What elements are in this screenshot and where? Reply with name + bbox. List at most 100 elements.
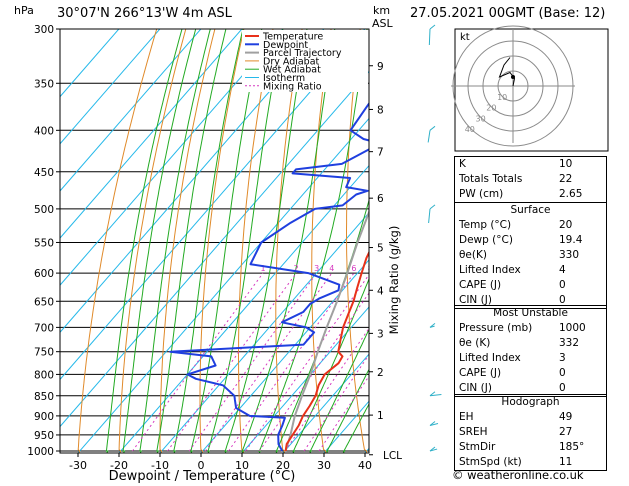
legend-box xyxy=(242,30,368,92)
surface-label: Dewp (°C) xyxy=(459,234,513,246)
totals-row: Totals Totals 22 xyxy=(455,172,606,187)
hodo-label: StmSpd (kt) xyxy=(459,456,522,468)
hodograph-frame xyxy=(454,28,609,152)
mixing-ratio-line xyxy=(303,353,369,452)
legend-label: Dry Adiabat xyxy=(263,56,320,67)
pressure-tick-label: 900 xyxy=(34,411,54,423)
pressure-tick-label: 550 xyxy=(34,237,54,249)
hodo-label: EH xyxy=(459,411,474,423)
legend-label: Mixing Ratio xyxy=(263,81,322,92)
wind-barb-flag xyxy=(429,204,436,210)
surface-label: θe(K) xyxy=(459,249,487,261)
mu-row: CIN (J) 0 xyxy=(455,381,606,396)
km-tick-label: 8 xyxy=(377,104,384,116)
hodograph-ring-label: 40 xyxy=(465,125,475,134)
x-axis-title: Dewpoint / Temperature (°C) xyxy=(109,469,296,484)
hodograph-stats-table: Hodograph EH 49 SREH 27 StmDir 185° StmSpd … xyxy=(454,394,607,471)
plot-frame xyxy=(59,28,370,454)
temp-tick-label: -20 xyxy=(110,459,128,472)
wind-barb-flag xyxy=(429,446,436,452)
pw-label: PW (cm) xyxy=(459,188,504,200)
dry-adiabat-line xyxy=(346,29,368,453)
station-location: 30°07'N 266°13'W 4m ASL xyxy=(57,6,232,21)
surface-row: θe(K) 330 xyxy=(455,248,606,263)
surface-label: CIN (J) xyxy=(459,294,492,306)
mu-row: Lifted Index 3 xyxy=(455,351,606,366)
wind-barb-flag xyxy=(429,391,436,397)
temp-tick-label: 30 xyxy=(317,459,331,472)
wet-adiabat-line xyxy=(224,29,308,453)
mu-value: 3 xyxy=(559,352,566,364)
km-tick-label: 7 xyxy=(377,147,384,159)
index-top-table: K 10 Totals Totals 22 PW (cm) 2.65 xyxy=(454,156,607,203)
wet-adiabat-line xyxy=(342,402,369,453)
isotherm-line xyxy=(159,212,369,453)
km-unit-label: km xyxy=(373,4,391,17)
mu-value: 0 xyxy=(559,367,566,379)
hodo-row: StmDir 185° xyxy=(455,440,606,455)
isotherm-line xyxy=(60,29,120,98)
pressure-tick-label: 700 xyxy=(34,322,54,334)
isotherm-line xyxy=(60,29,161,145)
legend-label: Wet Adiabat xyxy=(263,65,321,76)
dry-adiabat-line xyxy=(199,29,245,453)
isotherm-line xyxy=(118,164,369,453)
temp-tick-label: -30 xyxy=(69,459,87,472)
isotherm-line xyxy=(200,259,369,453)
isotherm-line xyxy=(60,29,243,239)
surface-value: 0 xyxy=(559,294,566,306)
wet-adiabat-line xyxy=(173,29,244,453)
mu-label: CAPE (J) xyxy=(459,367,502,379)
storm-motion-marker xyxy=(511,75,515,79)
hodo-label: StmDir xyxy=(459,441,496,453)
mu-row: θe (K) 332 xyxy=(455,336,606,351)
wet-adiabat-line xyxy=(207,29,284,453)
surface-value: 4 xyxy=(559,264,566,276)
dry-adiabat-line xyxy=(620,5,629,471)
asl-unit-label: ASL xyxy=(372,17,393,30)
wet-adiabat-line xyxy=(105,29,183,453)
temperature-line xyxy=(284,250,369,452)
totals-label: Totals Totals xyxy=(459,173,523,185)
surface-table: Surface Temp (°C) 20 Dewp (°C) 19.4 θe(K) 3… xyxy=(454,202,607,309)
pressure-tick-label: 1000 xyxy=(27,446,54,458)
hodograph-trace xyxy=(498,57,516,87)
mu-row: Pressure (mb) 1000 xyxy=(455,321,606,336)
wet-adiabat-line xyxy=(190,29,263,453)
dry-adiabat-line xyxy=(77,29,158,453)
wind-barb xyxy=(427,130,431,143)
mu-label: θe (K) xyxy=(459,337,491,349)
k-index-row: K 10 xyxy=(455,157,606,172)
k-index-label: K xyxy=(459,158,466,170)
surface-label: Temp (°C) xyxy=(459,219,512,231)
wet-adiabat-line xyxy=(139,29,211,453)
pw-value: 2.65 xyxy=(559,188,583,200)
temp-tick-label: 40 xyxy=(358,459,372,472)
mixing-ratio-label: 25 xyxy=(434,264,444,273)
wet-adiabat-line xyxy=(241,29,336,453)
most-unstable-table: Most Unstable Pressure (mb) 1000 θe (K) 33… xyxy=(454,305,607,397)
mixing-ratio-label: 4 xyxy=(329,264,334,273)
pressure-tick-label: 600 xyxy=(34,268,54,280)
wind-barb-flag xyxy=(429,24,436,30)
hodo-value: 49 xyxy=(559,411,573,423)
isotherm-line xyxy=(60,29,202,192)
hodograph-ring-label: 20 xyxy=(486,104,496,113)
isotherm-line xyxy=(241,306,369,453)
pressure-tick-label: 850 xyxy=(34,391,54,403)
surface-value: 20 xyxy=(559,219,573,231)
mixing-ratio-axis-title: Mixing Ratio (g/kg) xyxy=(387,226,401,335)
dewpoint-line xyxy=(169,101,369,452)
wet-adiabat-line xyxy=(309,328,369,453)
wind-barb-flag xyxy=(429,323,436,328)
km-tick-label: 9 xyxy=(377,61,384,73)
k-index-value: 10 xyxy=(559,158,573,170)
km-tick-label: 4 xyxy=(377,285,384,297)
pressure-tick-label: 950 xyxy=(34,430,54,442)
wind-barb xyxy=(429,423,439,427)
mixing-ratio-line xyxy=(228,272,355,452)
dry-adiabat-line xyxy=(413,5,451,471)
surface-label: Lifted Index xyxy=(459,264,521,276)
